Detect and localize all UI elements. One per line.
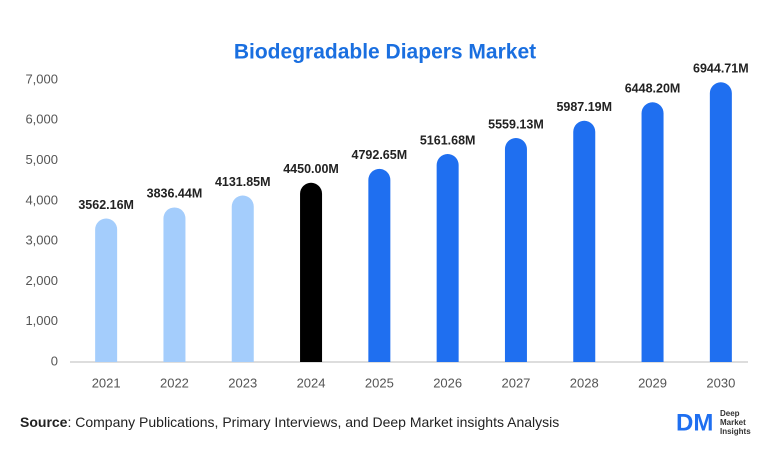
value-label: 6944.71M bbox=[693, 62, 749, 76]
x-tick-label: 2023 bbox=[228, 375, 257, 390]
bar bbox=[504, 138, 527, 362]
logo-mark: DM bbox=[676, 409, 713, 436]
x-tick-label: 2028 bbox=[570, 375, 599, 390]
source: Source: Company Publications, Primary In… bbox=[20, 414, 559, 430]
y-tick-label: 3,000 bbox=[25, 233, 58, 248]
logo-line: Deep bbox=[720, 409, 740, 418]
source-label: Source bbox=[20, 414, 68, 430]
value-label: 4450.00M bbox=[283, 162, 339, 176]
logo-line: Insights bbox=[720, 427, 751, 436]
x-tick-label: 2029 bbox=[638, 375, 667, 390]
value-label: 5987.19M bbox=[556, 100, 612, 114]
x-tick-label: 2027 bbox=[501, 375, 530, 390]
y-tick-label: 6,000 bbox=[25, 112, 58, 127]
bar bbox=[573, 120, 596, 362]
y-tick-label: 1,000 bbox=[25, 313, 58, 328]
bar bbox=[95, 218, 118, 362]
x-tick-label: 2024 bbox=[297, 375, 326, 390]
value-label: 6448.20M bbox=[625, 82, 681, 96]
y-tick-label: 4,000 bbox=[25, 192, 58, 207]
value-label: 3562.16M bbox=[78, 198, 134, 212]
y-tick-label: 0 bbox=[51, 353, 58, 368]
bar bbox=[163, 207, 186, 362]
value-label: 5559.13M bbox=[488, 117, 544, 131]
value-label: 3836.44M bbox=[147, 187, 203, 201]
value-label: 4131.85M bbox=[215, 175, 271, 189]
bar bbox=[641, 102, 664, 362]
y-tick-label: 2,000 bbox=[25, 273, 58, 288]
y-tick-label: 5,000 bbox=[25, 152, 58, 167]
bar bbox=[231, 195, 254, 362]
bar bbox=[368, 168, 391, 362]
x-tick-label: 2022 bbox=[160, 375, 189, 390]
x-tick-label: 2025 bbox=[365, 375, 394, 390]
bar bbox=[300, 182, 323, 362]
x-tick-label: 2021 bbox=[92, 375, 121, 390]
bar bbox=[436, 154, 459, 362]
chart-title: Biodegradable Diapers Market bbox=[234, 41, 536, 64]
y-tick-label: 7,000 bbox=[25, 71, 58, 86]
logo-line: Market bbox=[720, 418, 746, 427]
value-label: 4792.65M bbox=[352, 148, 408, 162]
bar bbox=[709, 82, 732, 363]
source-text: : Company Publications, Primary Intervie… bbox=[67, 414, 559, 430]
x-tick-label: 2030 bbox=[706, 375, 735, 390]
x-tick-label: 2026 bbox=[433, 375, 462, 390]
value-label: 5161.68M bbox=[420, 133, 476, 147]
